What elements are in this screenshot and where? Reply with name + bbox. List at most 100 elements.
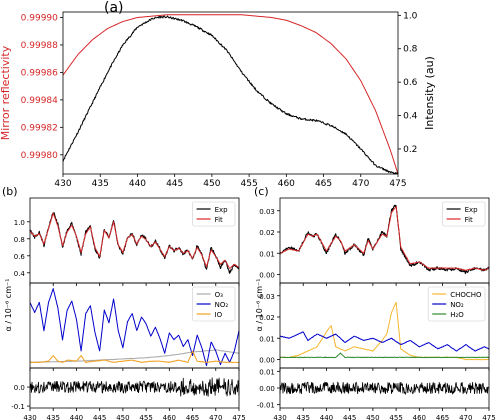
x-tick-label: 435 bbox=[297, 414, 310, 420]
y-axis-label-left: Mirror reflectivity bbox=[0, 45, 12, 140]
legend-label: NO₂ bbox=[450, 301, 464, 309]
x-tick-label: 430 bbox=[273, 414, 286, 420]
y-tick-label: 0.99980 bbox=[21, 151, 58, 161]
y-tick-label: 0.01 bbox=[259, 250, 275, 258]
panel-c-subplot-1: 0.00 0.01 0.02 0.03 Exp Fit bbox=[259, 197, 490, 286]
panel-b-subplot-2: O₃ NO₂ IO bbox=[29, 282, 240, 371]
x-tick-label: 475 bbox=[232, 414, 245, 420]
panel-b-subplot-1: 0.4 0.6 0.8 1.0 Exp Fit bbox=[14, 197, 240, 286]
y-tick-label: 0.02 bbox=[259, 229, 275, 237]
legend-label: CHOCHO bbox=[450, 291, 482, 299]
y-tick-label: 0.99982 bbox=[21, 123, 58, 133]
y-tick-label: 0.01 bbox=[259, 335, 275, 343]
panel-b-subplot-3: -0.1 0.0 430 435 440 445 450 455 460 465 470 475 bbox=[11, 367, 246, 420]
legend-box bbox=[192, 201, 236, 227]
y-axis-label-c: α / 10⁻⁶ cm⁻¹ bbox=[255, 279, 264, 332]
x-tick-label: 465 bbox=[436, 414, 449, 420]
y-tick-label: 0.02 bbox=[259, 314, 275, 322]
reflectivity-line bbox=[62, 14, 399, 175]
y-tick-label: 0.8 bbox=[14, 236, 25, 244]
x-tick-label: 465 bbox=[315, 179, 332, 189]
legend-box bbox=[427, 286, 486, 322]
axes-frame-a bbox=[62, 11, 399, 175]
x-tick-label: 470 bbox=[209, 414, 222, 420]
y-tick-label: 0.03 bbox=[259, 208, 275, 216]
x-tick-label: 455 bbox=[389, 414, 402, 420]
legend-label: Fit bbox=[465, 216, 473, 224]
x-tick-label: 460 bbox=[163, 414, 176, 420]
x-tick-label: 455 bbox=[241, 179, 258, 189]
x-tick-label: 460 bbox=[278, 179, 295, 189]
legend-label: Exp bbox=[215, 206, 229, 214]
series-line bbox=[279, 331, 490, 352]
y-tick-label: 0.00 bbox=[259, 385, 275, 393]
panel-a: 430 435 440 445 450 455 460 465 470 475 0.99980 0.9… bbox=[0, 0, 436, 189]
residual-line bbox=[279, 381, 490, 396]
legend-label: H₂O bbox=[450, 311, 464, 319]
x-tick-label: 445 bbox=[343, 414, 356, 420]
series-line bbox=[279, 352, 490, 359]
y-tick-label: 0.6 bbox=[14, 253, 26, 261]
panel-c: 0.00 0.01 0.02 0.03 Exp Fit 0.00 0.01 0.02 0.03 CH… bbox=[254, 185, 496, 420]
panel-c-subplot-2: 0.00 0.01 0.02 0.03 CHOCHO NO₂ H₂O bbox=[259, 282, 490, 371]
series-line bbox=[29, 288, 240, 367]
x-tick-label: 475 bbox=[482, 414, 495, 420]
x-tick-label: 440 bbox=[320, 414, 333, 420]
x-tick-label: 470 bbox=[459, 414, 472, 420]
intensity-line bbox=[62, 15, 399, 175]
x-tick-label: 435 bbox=[92, 179, 109, 189]
y-tick-label: 0.00 bbox=[259, 272, 275, 280]
y-axis-label-b: α / 10⁻⁶ cm⁻¹ bbox=[4, 279, 13, 332]
y-tick-label: 0.0 bbox=[14, 384, 25, 392]
legend-label: Exp bbox=[465, 206, 479, 214]
y-axis-label-right: Intensity (au) bbox=[423, 56, 436, 130]
y-tick-label: -0.01 bbox=[257, 402, 275, 410]
y-tick-label: 0.2 bbox=[403, 145, 417, 155]
x-tick-label: 475 bbox=[389, 179, 406, 189]
x-tick-label: 460 bbox=[413, 414, 426, 420]
y-tick-label: 1.0 bbox=[14, 219, 25, 227]
x-tick-label: 450 bbox=[116, 414, 129, 420]
y-tick-label: 0.01 bbox=[259, 368, 275, 376]
y-tick-label: 1.0 bbox=[403, 11, 418, 21]
panel-label-a: (a) bbox=[104, 0, 124, 16]
y-tick-label: 0.4 bbox=[14, 270, 26, 278]
y-tick-label: 0.99988 bbox=[21, 41, 58, 51]
x-tick-label: 440 bbox=[129, 179, 146, 189]
series-line bbox=[29, 212, 240, 269]
y-tick-label: 0.99986 bbox=[21, 68, 58, 78]
x-tick-label: 450 bbox=[203, 179, 220, 189]
residual-line bbox=[29, 377, 240, 397]
panel-label: (b) bbox=[2, 185, 18, 198]
x-tick-label: 440 bbox=[70, 414, 83, 420]
legend-label: IO bbox=[215, 311, 223, 319]
panel-b: 0.4 0.6 0.8 1.0 Exp Fit O₃ NO₂ IO -0.1 0.0 430 435 44… bbox=[2, 185, 246, 420]
y-tick-label: 0.99990 bbox=[21, 13, 58, 23]
x-tick-label: 445 bbox=[93, 414, 106, 420]
panel-label: (c) bbox=[254, 185, 269, 198]
panel-c-subplot-3: -0.01 0.00 0.01 430 435 440 445 450 455 460 465 470… bbox=[257, 367, 496, 420]
y-tick-label: 0.8 bbox=[403, 45, 418, 55]
series-line bbox=[29, 350, 240, 364]
legend-label: NO₂ bbox=[215, 301, 229, 309]
legend-label: O₃ bbox=[215, 291, 224, 299]
x-tick-label: 435 bbox=[47, 414, 60, 420]
x-tick-label: 470 bbox=[352, 179, 369, 189]
x-tick-label: 455 bbox=[139, 414, 152, 420]
y-tick-label: 0.4 bbox=[403, 112, 418, 122]
x-tick-label: 430 bbox=[54, 179, 71, 189]
legend-label: Fit bbox=[215, 216, 223, 224]
y-tick-label: -0.1 bbox=[11, 403, 25, 411]
series-line bbox=[279, 206, 490, 271]
x-tick-label: 465 bbox=[186, 414, 199, 420]
x-tick-label: 445 bbox=[166, 179, 183, 189]
y-tick-label: 0.00 bbox=[259, 357, 275, 365]
y-tick-label: 0.6 bbox=[403, 78, 418, 88]
axes-frame bbox=[29, 367, 240, 409]
legend-box bbox=[192, 286, 236, 322]
legend-box bbox=[442, 201, 486, 227]
y-tick-label: 0.03 bbox=[259, 293, 275, 301]
x-tick-label: 450 bbox=[366, 414, 379, 420]
x-tick-label: 430 bbox=[23, 414, 36, 420]
